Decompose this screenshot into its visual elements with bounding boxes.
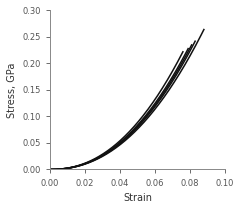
Y-axis label: Stress, GPa: Stress, GPa bbox=[7, 62, 17, 118]
X-axis label: Strain: Strain bbox=[123, 193, 152, 203]
